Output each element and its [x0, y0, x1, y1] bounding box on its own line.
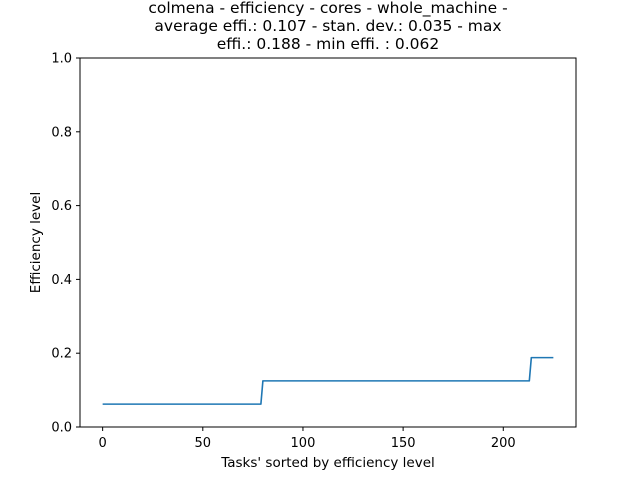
x-tick-label: 100 [291, 436, 316, 451]
y-axis-label: Efficiency level [28, 192, 44, 293]
y-tick-label: 0.8 [51, 125, 72, 140]
x-tick-label: 150 [391, 436, 416, 451]
x-tick-label: 200 [491, 436, 516, 451]
y-tick-label: 0.0 [51, 421, 72, 436]
y-tick-label: 0.2 [51, 347, 72, 362]
y-tick-label: 1.0 [51, 52, 72, 67]
plot-area [102, 356, 554, 405]
x-axis-label: Tasks' sorted by efficiency level [220, 455, 435, 471]
y-tick-label: 0.4 [51, 273, 72, 288]
y-tick-label: 0.6 [51, 199, 72, 214]
x-tick-label: 50 [195, 436, 212, 451]
series-line [102, 356, 554, 405]
x-tick-label: 0 [98, 436, 106, 451]
chart-title: colmena - efficiency - cores - whole_mac… [148, 0, 507, 53]
plot-frame [79, 57, 577, 428]
axis-ticks: 0 50 100 150 200 0.0 0.2 0.4 0.6 0.8 1.0 [51, 52, 515, 452]
chart-title-line-3: effi.: 0.188 - min effi. : 0.062 [217, 35, 439, 53]
chart-title-line-1: colmena - efficiency - cores - whole_mac… [148, 0, 507, 18]
chart-title-line-2: average effi.: 0.107 - stan. dev.: 0.035… [154, 17, 501, 35]
